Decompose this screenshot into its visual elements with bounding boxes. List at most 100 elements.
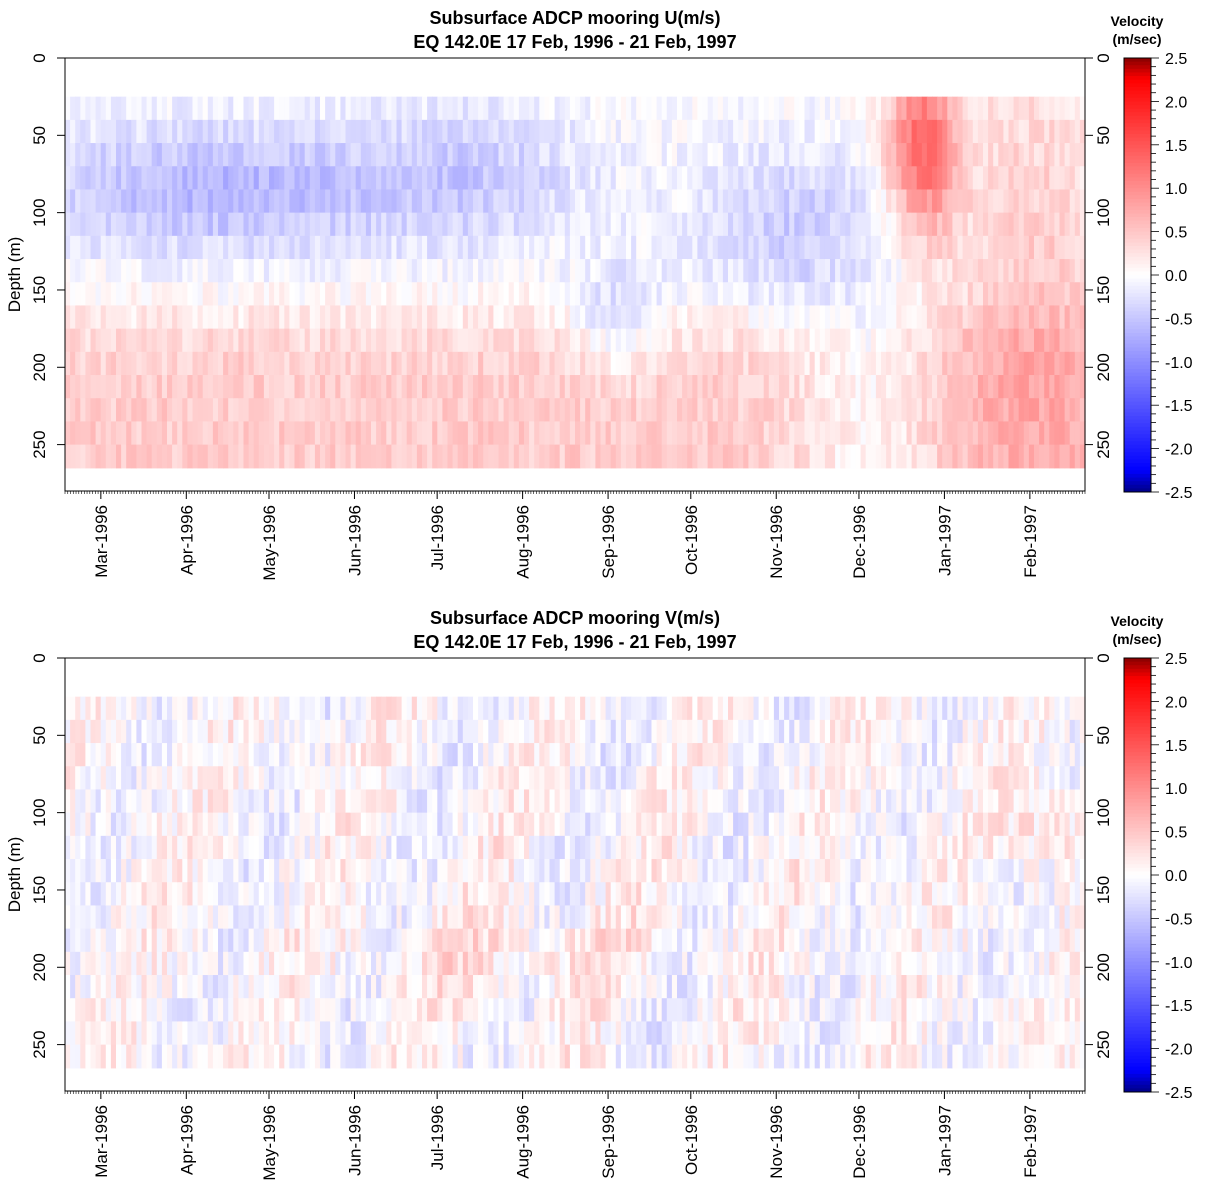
heatmap-cell <box>483 328 489 353</box>
heatmap-cell <box>840 444 846 469</box>
heatmap-cell <box>161 766 168 791</box>
heatmap-cell <box>269 119 275 144</box>
heatmap-cell <box>483 189 489 214</box>
heatmap-cell <box>952 235 959 260</box>
heatmap-cell <box>794 351 800 376</box>
heatmap-cell <box>442 398 449 423</box>
heatmap-cell <box>172 421 178 446</box>
heatmap-cell <box>253 375 260 399</box>
heatmap-cell <box>733 328 739 353</box>
heatmap-cell <box>473 328 479 353</box>
heatmap-cell <box>763 143 770 167</box>
heatmap-cell <box>121 143 127 167</box>
heatmap-cell <box>1049 328 1055 353</box>
heatmap-cell <box>110 859 117 883</box>
heatmap-cell <box>952 143 959 167</box>
heatmap-cell <box>932 328 938 353</box>
heatmap-cell <box>911 96 918 121</box>
heatmap-cell <box>508 235 515 260</box>
heatmap-cell <box>564 189 571 214</box>
heatmap-cell <box>819 375 826 399</box>
heatmap-cell <box>136 259 143 283</box>
heatmap-cell <box>314 998 321 1023</box>
colorbar-segment <box>1124 141 1151 146</box>
heatmap-cell <box>1039 119 1045 144</box>
heatmap-cell <box>503 398 510 423</box>
heatmap-cell <box>493 143 500 167</box>
heatmap-cell <box>406 212 413 237</box>
heatmap-cell <box>824 398 831 423</box>
heatmap-cell <box>167 398 173 423</box>
heatmap-cell <box>549 235 556 260</box>
heatmap-cell <box>330 1044 336 1069</box>
heatmap-cell <box>233 951 239 976</box>
heatmap-cell <box>722 421 729 446</box>
heatmap-cell <box>789 259 795 283</box>
heatmap-cell <box>100 166 107 191</box>
heatmap-cell <box>998 212 1004 237</box>
heatmap-cell <box>391 812 398 837</box>
heatmap-cell <box>498 421 505 446</box>
colorbar-segment <box>1124 332 1151 337</box>
heatmap-cell <box>172 835 178 860</box>
heatmap-cell <box>1064 259 1071 283</box>
heatmap-cell <box>304 1021 311 1046</box>
heatmap-cell <box>110 743 117 767</box>
heatmap-cell <box>126 928 132 953</box>
heatmap-cell <box>875 189 882 214</box>
heatmap-cell <box>100 812 107 837</box>
heatmap-cell <box>768 119 775 144</box>
heatmap-cell <box>396 351 403 376</box>
heatmap-cell <box>682 398 688 423</box>
heatmap-cell <box>105 928 112 953</box>
heatmap-cell <box>1013 328 1020 353</box>
heatmap-cell <box>345 398 352 423</box>
heatmap-cell <box>493 119 500 144</box>
heatmap-cell <box>279 235 285 260</box>
heatmap-cell <box>116 143 122 167</box>
heatmap-cell <box>988 96 994 121</box>
heatmap-cell <box>728 328 734 353</box>
heatmap-cell <box>187 143 194 167</box>
heatmap-cell <box>600 212 607 237</box>
heatmap-cell <box>269 96 275 121</box>
heatmap-cell <box>350 119 357 144</box>
colorbar-tick-label: -2.5 <box>1165 485 1193 502</box>
heatmap-cell <box>1064 189 1071 214</box>
heatmap-cell <box>666 282 673 307</box>
heatmap-cell <box>263 351 270 376</box>
heatmap-cell <box>865 305 872 330</box>
heatmap-cell <box>845 305 851 330</box>
heatmap-cell <box>1013 351 1020 376</box>
heatmap-cell <box>85 351 92 376</box>
heatmap-cell <box>365 259 372 283</box>
heatmap-cell <box>75 166 81 191</box>
heatmap-cell <box>615 259 622 283</box>
heatmap-cell <box>223 119 229 144</box>
heatmap-cell <box>656 351 663 376</box>
heatmap-cell <box>141 96 148 121</box>
heatmap-cell <box>269 882 275 907</box>
heatmap-cell <box>1064 119 1071 144</box>
heatmap-cell <box>177 444 183 469</box>
heatmap-cell <box>1049 421 1055 446</box>
heatmap-cell <box>238 905 245 930</box>
heatmap-cell <box>263 719 270 744</box>
heatmap-cell <box>447 212 454 237</box>
heatmap-cell <box>253 882 260 907</box>
heatmap-cell <box>360 143 367 167</box>
heatmap-cell <box>651 444 658 469</box>
heatmap-cell <box>274 975 280 999</box>
heatmap-cell <box>661 259 668 283</box>
heatmap-cell <box>105 975 112 999</box>
heatmap-cell <box>702 398 709 423</box>
heatmap-cell <box>932 421 938 446</box>
heatmap-cell <box>794 305 800 330</box>
heatmap-cell <box>304 212 311 237</box>
heatmap-cell <box>121 812 127 837</box>
heatmap-cell <box>498 444 505 469</box>
heatmap-cell <box>569 282 576 307</box>
heatmap-cell <box>228 998 234 1023</box>
heatmap-cell <box>1044 143 1050 167</box>
heatmap-cell <box>738 235 744 260</box>
